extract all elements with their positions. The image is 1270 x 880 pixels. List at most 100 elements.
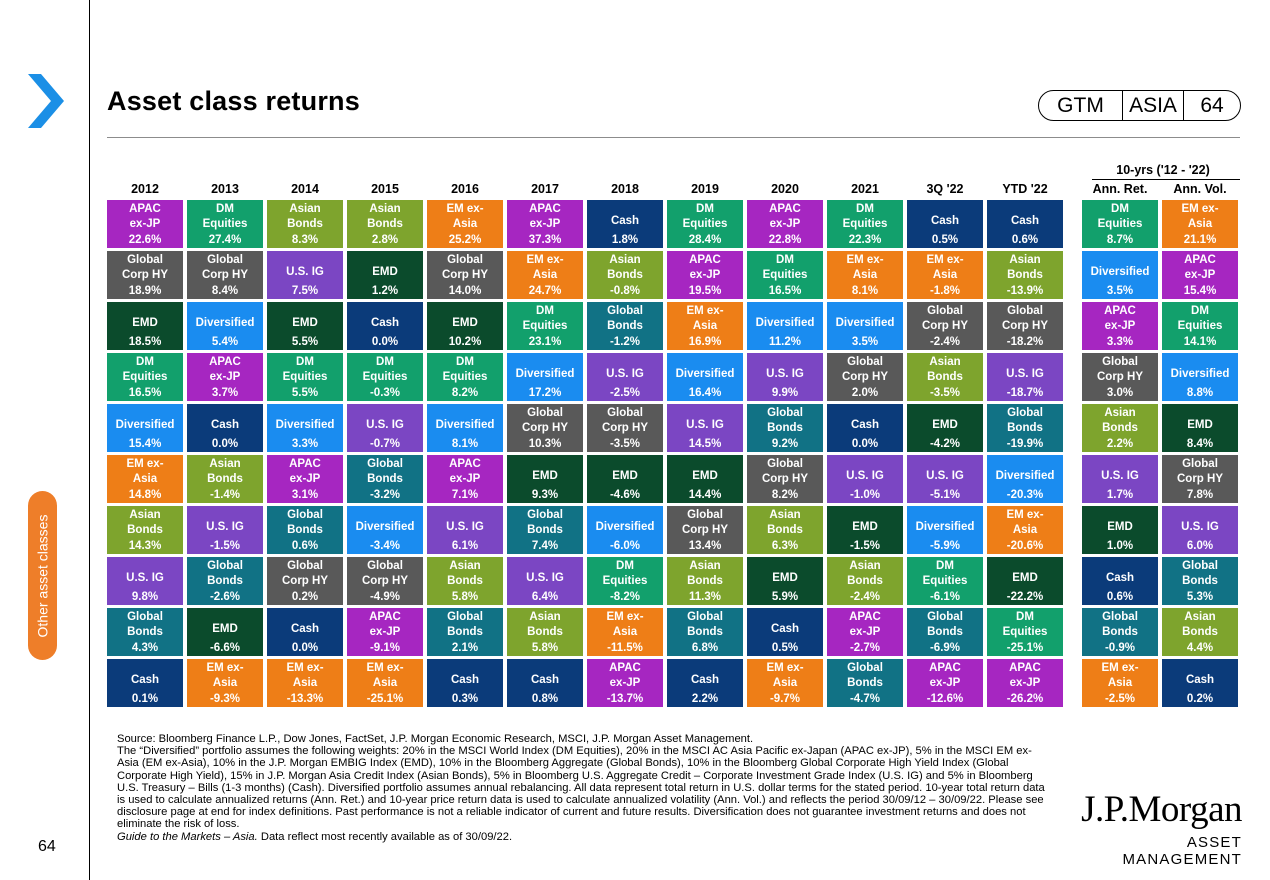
asset-name: Cash [850,418,880,431]
asset-name: DM Equities [1177,305,1223,332]
section-tab[interactable]: Other asset classes [28,491,57,660]
asset-name: U.S. IG [526,571,564,584]
asset-name: Global Bonds [207,560,243,587]
asset-return: -25.1% [1006,642,1044,654]
asset-return: 24.7% [528,285,562,297]
asset-return: 5.8% [531,642,559,654]
asset-return: 4.4% [1186,642,1214,654]
asset-return: 6.8% [691,642,719,654]
asset-return: 2.1% [451,642,479,654]
asset-name: Asian Bonds [607,254,643,281]
asset-name: DM Equities [122,356,168,383]
asset-return: -3.2% [369,489,401,501]
asset-cell: Asian Bonds 5.8% [507,608,583,656]
asset-cell: U.S. IG 6.1% [427,506,503,554]
asset-name: DM Equities [1097,203,1143,230]
asset-cell: EM ex- Asia -25.1% [347,659,423,707]
asset-cell: Global Corp HY 13.4% [667,506,743,554]
asset-name: EM ex- Asia [766,662,804,689]
asset-return: 10.2% [448,336,482,348]
asset-name: EMD [532,469,558,482]
asset-cell: APAC ex-JP 37.3% [507,200,583,248]
asset-return: 14.3% [128,540,162,552]
asset-name: Diversified [675,367,735,380]
asset-return: -2.7% [849,642,881,654]
asset-return: 0.6% [1011,234,1039,246]
asset-name: Cash [370,316,400,329]
asset-cell: Cash 0.0% [187,404,263,452]
asset-name: Asian Bonds [207,458,243,485]
footnotes: Source: Bloomberg Finance L.P., Dow Jone… [117,733,1047,843]
asset-return: 0.0% [211,438,239,450]
asset-name: Cash [770,622,800,635]
asset-return: 8.2% [771,489,799,501]
asset-cell: Global Corp HY -18.2% [987,302,1063,350]
asset-cell: Asian Bonds 2.2% [1082,404,1158,452]
asset-cell: EMD -4.6% [587,455,663,503]
asset-return: 2.2% [1106,438,1134,450]
asset-return: 16.5% [768,285,802,297]
asset-name: U.S. IG [766,367,804,380]
asset-name: Global Corp HY [1097,356,1143,383]
asset-cell: U.S. IG 9.8% [107,557,183,605]
asset-cell: EMD 18.5% [107,302,183,350]
asset-return: 0.8% [531,693,559,705]
asset-return: 7.5% [291,285,319,297]
asset-return: 2.0% [851,387,879,399]
guide-title: Guide to the Markets – Asia. [117,830,258,843]
asset-cell: APAC ex-JP -26.2% [987,659,1063,707]
asset-cell: Diversified 5.4% [187,302,263,350]
asset-name: U.S. IG [366,418,404,431]
asset-cell: Asian Bonds 11.3% [667,557,743,605]
asset-return: -4.6% [609,489,641,501]
asset-return: -18.7% [1006,387,1044,399]
asset-return: 8.4% [211,285,239,297]
asset-cell: U.S. IG 14.5% [667,404,743,452]
asset-name: Global Corp HY [602,407,648,434]
asset-cell: Global Corp HY 0.2% [267,557,343,605]
year-header: 3Q '22 [926,182,964,196]
asset-name: DM Equities [362,356,408,383]
asset-name: Diversified [115,418,175,431]
asset-name: APAC ex-JP [369,611,401,638]
asset-name: APAC ex-JP [129,203,161,230]
asset-return: 0.2% [1186,693,1214,705]
page-number: 64 [38,838,56,855]
asset-cell: Asian Bonds -1.4% [187,455,263,503]
asset-name: U.S. IG [206,520,244,533]
asset-return: 2.8% [371,234,399,246]
asset-return: 37.3% [528,234,562,246]
asset-cell: Global Bonds -0.9% [1082,608,1158,656]
methodology-note: The “Diversified” portfolio assumes the … [117,745,1045,831]
title-divider [107,137,1240,138]
asset-name: Global Bonds [287,509,323,536]
asset-cell: U.S. IG 1.7% [1082,455,1158,503]
asset-cell: Global Bonds 0.6% [267,506,343,554]
asset-cell: Asian Bonds 6.3% [747,506,823,554]
asset-name: Cash [210,418,240,431]
asset-cell: DM Equities -6.1% [907,557,983,605]
asset-name: EMD [372,265,398,278]
asset-name: U.S. IG [606,367,644,380]
asset-name: Diversified [1090,265,1150,278]
asset-return: 16.5% [128,387,162,399]
asset-cell: Global Corp HY 3.0% [1082,353,1158,401]
asset-name: Asian Bonds [127,509,163,536]
asset-cell: Global Corp HY 2.0% [827,353,903,401]
jpmorgan-logo: J.P.Morgan [1081,789,1242,830]
asset-cell: EM ex- Asia -1.8% [907,251,983,299]
asset-cell: Diversified -20.3% [987,455,1063,503]
asset-return: -3.5% [929,387,961,399]
guide-note: Guide to the Markets – Asia. Data reflec… [117,831,1047,843]
asset-cell: Cash 0.6% [1082,557,1158,605]
asset-name: Asian Bonds [447,560,483,587]
asset-return: 0.1% [131,693,159,705]
asset-cell: Global Bonds -2.6% [187,557,263,605]
asset-return: 2.2% [691,693,719,705]
asset-cell: Asian Bonds -3.5% [907,353,983,401]
asset-return: 0.6% [291,540,319,552]
asset-return: 14.8% [128,489,162,501]
asset-return: -4.2% [929,438,961,450]
asset-cell: Diversified 15.4% [107,404,183,452]
asset-name: EMD [212,622,238,635]
